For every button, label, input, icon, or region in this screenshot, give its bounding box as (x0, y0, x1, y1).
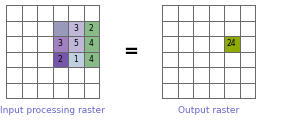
Bar (83, 36, 99, 52)
Text: 3: 3 (73, 24, 78, 33)
Bar (53, 36, 68, 52)
Bar (53, 52, 68, 67)
Text: 2: 2 (89, 24, 94, 33)
Bar (68, 21, 83, 36)
Bar (83, 52, 99, 67)
Text: =: = (123, 42, 138, 60)
Text: 2: 2 (58, 55, 62, 64)
Bar (68, 36, 83, 52)
Text: Output raster: Output raster (178, 106, 239, 115)
Text: 3: 3 (58, 39, 63, 48)
Text: 5: 5 (73, 39, 78, 48)
Text: 4: 4 (89, 55, 94, 64)
Text: Input processing raster: Input processing raster (0, 106, 105, 115)
Bar (83, 21, 99, 36)
Text: 4: 4 (89, 39, 94, 48)
Text: 24: 24 (227, 39, 237, 48)
Bar (224, 36, 239, 52)
Bar (53, 21, 68, 36)
Bar (68, 52, 83, 67)
Text: 1: 1 (73, 55, 78, 64)
